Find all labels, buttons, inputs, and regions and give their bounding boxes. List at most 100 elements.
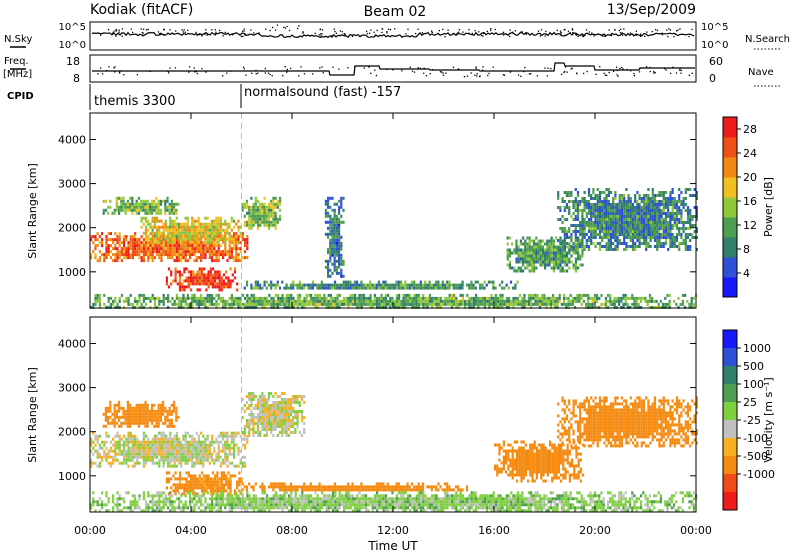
scatter-cell: [226, 443, 229, 447]
nave-dot: [560, 73, 563, 75]
scatter-cell: [225, 282, 228, 286]
scatter-cell: [220, 474, 223, 478]
scatter-cell: [457, 286, 460, 290]
scatter-cell: [186, 449, 189, 453]
scatter-cell: [615, 305, 618, 309]
scatter-cell: [183, 279, 186, 283]
scatter-cell: [221, 237, 225, 241]
scatter-cell: [118, 415, 121, 419]
scatter-cell: [667, 197, 670, 200]
scatter-cell: [235, 299, 238, 303]
nsearch-dot: [691, 28, 693, 31]
scatter-cell: [631, 302, 634, 306]
scatter-cell: [360, 296, 363, 300]
scatter-cell: [550, 245, 553, 249]
scatter-cell: [215, 299, 218, 303]
scatter-cell: [189, 250, 192, 254]
scatter-cell: [164, 452, 167, 456]
nsearch-dot: [214, 29, 216, 31]
scatter-cell: [530, 293, 533, 297]
scatter-cell: [263, 305, 266, 309]
scatter-cell: [197, 302, 200, 306]
scatter-cell: [581, 212, 584, 215]
scatter-cell: [565, 302, 568, 306]
scatter-cell: [541, 299, 544, 303]
scatter-cell: [585, 233, 588, 236]
nsearch-dot: [521, 31, 523, 33]
scatter-cell: [175, 437, 178, 441]
scatter-cell: [693, 230, 696, 233]
scatter-cell: [577, 257, 580, 261]
scatter-cell: [256, 211, 260, 215]
scatter-cell: [581, 221, 584, 224]
date-title: 13/Sep/2009: [607, 2, 696, 18]
scatter-cell: [324, 265, 327, 269]
scatter-cell: [362, 293, 365, 297]
scatter-cell: [662, 245, 665, 248]
scatter-cell: [127, 296, 130, 300]
scatter-cell: [581, 200, 584, 203]
scatter-cell: [645, 218, 648, 221]
scatter-cell: [211, 302, 214, 306]
scatter-cell: [364, 283, 367, 287]
scatter-cell: [187, 486, 190, 490]
nsearch-dot: [215, 31, 217, 33]
scatter-cell: [155, 225, 159, 229]
scatter-cell: [596, 200, 599, 203]
scatter-cell: [566, 251, 569, 255]
nsearch-dot: [442, 28, 444, 30]
scatter-cell: [620, 227, 624, 230]
nave-dot: [284, 66, 286, 68]
scatter-cell: [690, 302, 693, 306]
scatter-cell: [216, 285, 219, 289]
scatter-cell: [254, 208, 257, 212]
scatter-cell: [167, 437, 170, 441]
scatter-cell: [656, 227, 659, 230]
scatter-cell: [695, 230, 698, 233]
scatter-cell: [406, 286, 409, 290]
scatter-cell: [605, 215, 608, 218]
scatter-cell: [217, 256, 220, 260]
scatter-cell: [193, 296, 196, 300]
scatter-cell: [327, 220, 330, 224]
scatter-cell: [197, 461, 200, 465]
scatter-cell: [192, 276, 195, 280]
scatter-cell: [217, 253, 220, 257]
scatter-cell: [329, 302, 332, 306]
scatter-cell: [208, 250, 211, 254]
scatter-cell: [669, 200, 672, 203]
scatter-cell: [338, 208, 341, 212]
scatter-cell: [197, 443, 200, 447]
scatter-cell: [129, 235, 132, 239]
scatter-cell: [162, 228, 165, 232]
scatter-cell: [220, 285, 223, 289]
nave-dot: [431, 69, 434, 71]
scatter-cell: [682, 200, 685, 203]
scatter-cell: [233, 299, 236, 303]
scatter-cell: [640, 224, 643, 227]
scatter-cell: [498, 283, 502, 287]
scatter-cell: [175, 234, 178, 238]
scatter-cell: [519, 293, 522, 297]
scatter-cell: [649, 200, 652, 203]
scatter-cell: [335, 259, 338, 263]
scatter-cell: [204, 253, 207, 257]
scatter-cell: [501, 286, 504, 290]
scatter-cell: [305, 283, 308, 287]
cpid-label: CPID: [7, 91, 34, 102]
scatter-cell: [358, 302, 361, 306]
scatter-cell: [136, 455, 139, 459]
scatter-cell: [171, 446, 174, 450]
scatter-cell: [149, 440, 152, 444]
scatter-cell: [195, 228, 198, 232]
nsearch-dot: [182, 31, 184, 33]
scatter-cell: [159, 211, 162, 215]
scatter-cell: [136, 443, 139, 447]
scatter-cell: [171, 225, 174, 229]
scatter-cell: [612, 197, 615, 200]
scatter-cell: [695, 227, 698, 230]
nsearch-dot: [560, 32, 562, 34]
scatter-cell: [533, 257, 536, 261]
scatter-cell: [541, 293, 544, 297]
scatter-cell: [101, 244, 104, 248]
